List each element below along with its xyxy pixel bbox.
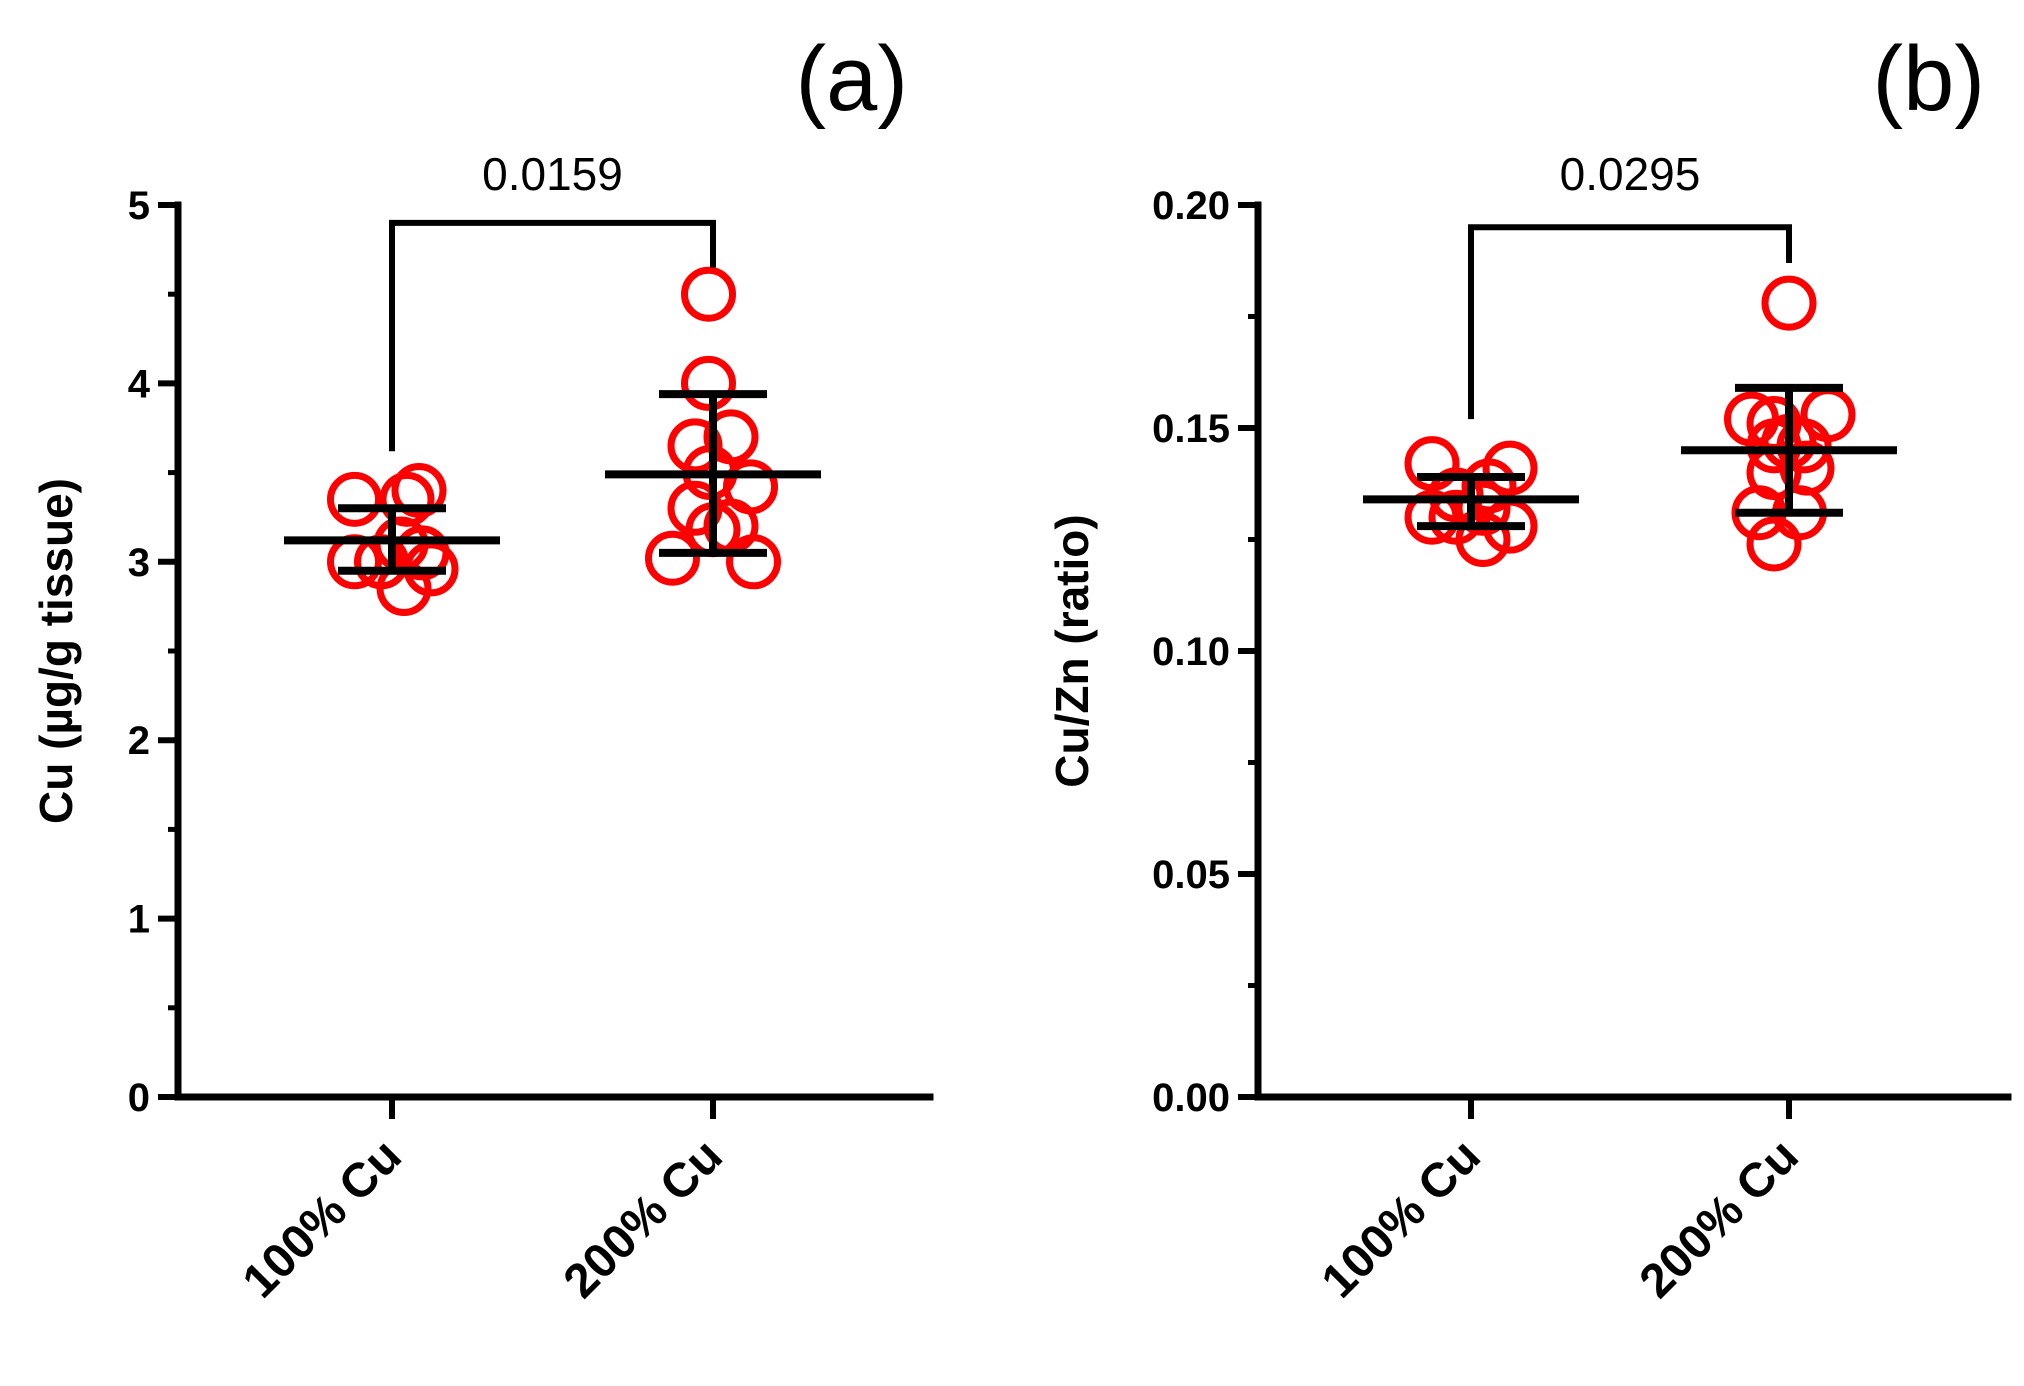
panel-a-y-axis-label: Cu (µg/g tissue)	[30, 478, 82, 824]
panel-a-label: (a)	[796, 28, 908, 130]
panel-a-category-label: 100% Cu	[233, 1129, 412, 1308]
panel-a-data-point	[726, 534, 781, 590]
panel-a-data-point	[327, 471, 382, 527]
panel-b-chart: 0.00 0.05 0.10 0.15 0.20 Cu/Zn (ratio) 100% Cu…	[1046, 28, 2012, 1308]
panel-b-y-tick-label: 0.10	[1152, 630, 1230, 674]
panel-b-data-point	[1455, 512, 1511, 567]
panel-a-y-tick-label: 2	[128, 719, 150, 763]
panel-a-chart: 0 1 2 3 4 5 Cu (µg/g tissue) 100% Cu 200% Cu 0.01…	[30, 28, 934, 1308]
panel-b-data-point	[1761, 275, 1817, 331]
panel-a-significance-bracket	[389, 219, 716, 452]
panel-a-p-value: 0.0159	[482, 148, 623, 200]
panel-b-y-tick-label: 0.20	[1152, 184, 1230, 228]
panel-a-y-tick-label: 3	[128, 541, 150, 585]
panel-b-y-tick-label: 0.15	[1152, 407, 1230, 451]
panel-b-data-point	[1428, 467, 1484, 523]
panel-b-y-tick-label: 0.05	[1152, 853, 1230, 897]
panel-b-y-axis-label: Cu/Zn (ratio)	[1046, 514, 1098, 787]
panel-b-data-point	[1455, 480, 1511, 536]
panel-a-y-tick-label: 0	[128, 1076, 150, 1120]
panel-b-category-label: 200% Cu	[1630, 1129, 1809, 1308]
panel-a-category-label: 200% Cu	[554, 1129, 733, 1308]
panel-b-p-value: 0.0295	[1560, 148, 1701, 200]
panel-a-data-point	[681, 266, 736, 322]
panel-b-data-point	[1746, 516, 1802, 572]
panel-a-data-point	[376, 561, 432, 617]
panel-a-y-tick-label: 1	[128, 898, 150, 942]
panel-b-category-label: 100% Cu	[1312, 1129, 1491, 1308]
panel-a-y-tick-label: 4	[128, 362, 151, 406]
panel-b-data-point	[1482, 440, 1538, 496]
panel-a-y-tick-label: 5	[128, 184, 150, 228]
panel-b-significance-bracket	[1468, 224, 1792, 420]
panel-a-data-point	[391, 462, 447, 518]
panel-a-data-point	[681, 355, 736, 411]
panel-a-data-point	[667, 418, 723, 474]
panel-b-y-tick-label: 0.00	[1152, 1076, 1230, 1120]
panel-a-data-point	[645, 530, 700, 586]
panel-b-label: (b)	[1873, 28, 1985, 130]
